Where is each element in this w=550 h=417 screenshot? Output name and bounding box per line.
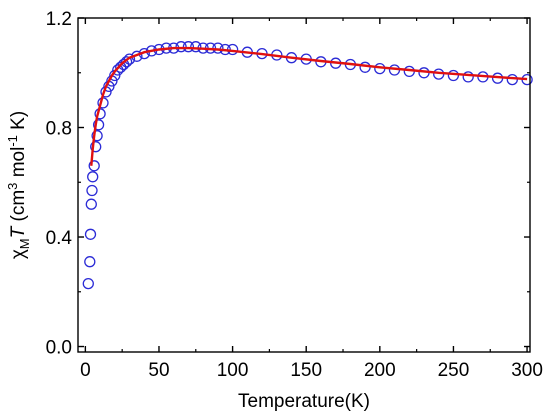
y-axis-label-unit-a: (cm xyxy=(8,190,29,227)
y-tick-label: 0.4 xyxy=(46,228,73,249)
data-point xyxy=(190,41,202,53)
data-point xyxy=(91,130,103,142)
y-axis-label-sub: M xyxy=(17,238,32,249)
data-point xyxy=(84,256,96,268)
data-point xyxy=(92,119,105,131)
x-tick-label: 50 xyxy=(148,360,169,381)
x-tick-label: 100 xyxy=(217,360,249,381)
data-point xyxy=(86,184,98,197)
y-tick-label: 0.0 xyxy=(46,338,72,359)
data-point xyxy=(175,41,187,53)
data-point xyxy=(447,69,460,82)
y-tick-label: 1.2 xyxy=(46,9,72,30)
fit-line xyxy=(90,46,528,166)
data-point xyxy=(462,71,474,83)
data-point xyxy=(85,198,97,210)
y-axis-label-t: T xyxy=(8,225,29,238)
x-axis-label: Temperature(K) xyxy=(238,391,370,412)
y-axis-label-unit-b: mol xyxy=(8,147,29,183)
y-axis-label-unit-c: K) xyxy=(8,111,29,135)
data-point xyxy=(182,41,195,53)
data-point xyxy=(212,42,224,54)
x-tick-label: 0 xyxy=(80,360,91,381)
data-point xyxy=(359,61,371,73)
plot-frame xyxy=(77,17,531,353)
data-point xyxy=(88,160,100,172)
x-tick-label: 250 xyxy=(438,360,470,381)
y-axis-label: χMT (cm3 mol-1 K) xyxy=(5,111,32,259)
data-point xyxy=(87,171,99,183)
y-axis-label-sup-3: 3 xyxy=(5,183,20,190)
data-point xyxy=(506,73,518,86)
data-point xyxy=(120,56,133,68)
data-point xyxy=(123,53,136,65)
y-axis-label-chi: χ xyxy=(8,249,29,259)
x-tick-label: 150 xyxy=(290,360,322,381)
y-tick-label: 0.8 xyxy=(46,119,72,140)
data-point xyxy=(84,228,97,240)
x-tick-label: 300 xyxy=(511,360,543,381)
data-point xyxy=(82,277,94,290)
data-point xyxy=(90,141,102,153)
x-tick-label: 200 xyxy=(364,360,396,381)
y-axis-label-sup-minus1: -1 xyxy=(5,135,20,147)
